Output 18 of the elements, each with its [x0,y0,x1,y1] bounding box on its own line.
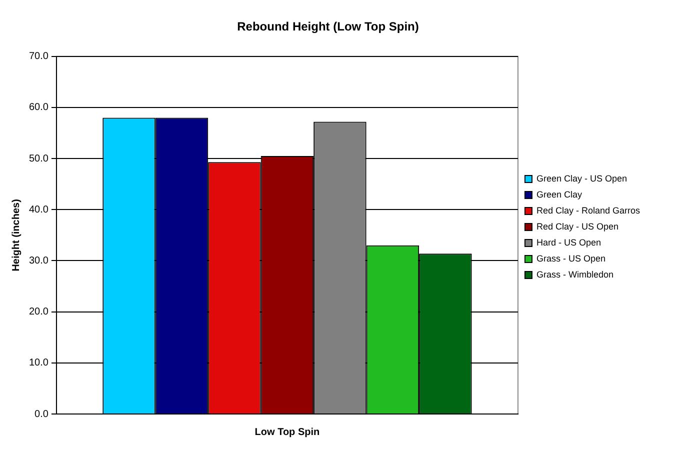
chart-title: Rebound Height (Low Top Spin) [237,20,419,34]
legend-label: Red Clay - Roland Garros [536,205,640,216]
legend-label: Green Clay - US Open [536,173,628,184]
y-tick-label: 60.0 [28,102,49,114]
legend-label: Grass - US Open [536,253,606,264]
y-tick-label: 50.0 [28,153,49,164]
y-tick-label: 70.0 [28,51,49,62]
legend-label: Grass - Wimbledon [536,269,614,280]
y-tick-label: 40.0 [28,204,49,216]
y-axis-title: Height (inches) [10,199,22,272]
y-tick-label: 30.0 [28,255,49,266]
y-tick-label: 20.0 [28,306,49,318]
legend-label: Hard - US Open [536,237,601,248]
y-tick-label: 0.0 [34,408,49,420]
legend-label: Red Clay - US Open [536,221,619,232]
x-tick-label: Low Top Spin [254,426,320,438]
y-tick-label: 10.0 [28,358,49,369]
legend-label: Green Clay [536,189,582,200]
